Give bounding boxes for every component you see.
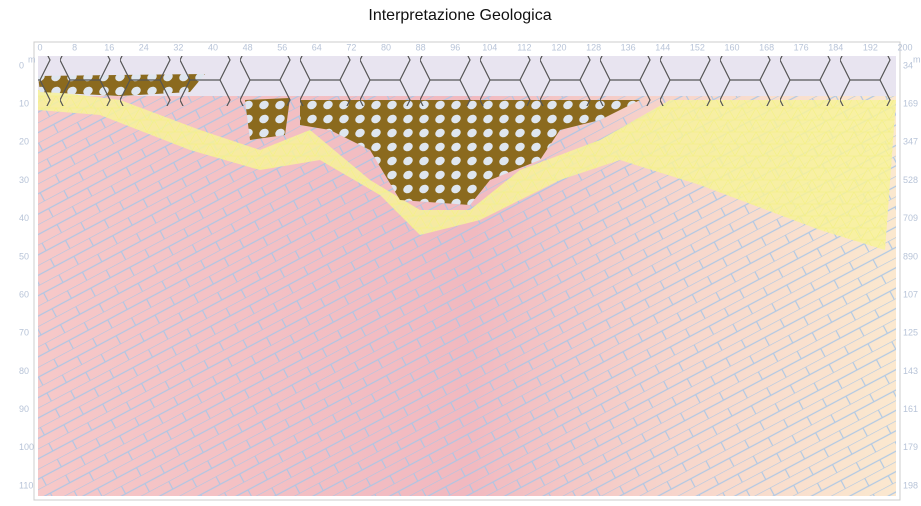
top-axis-label: 72 <box>346 42 356 52</box>
top-axis-label: 176 <box>794 42 809 52</box>
top-axis-label: 0 <box>37 42 42 52</box>
top-axis-label: 128 <box>586 42 601 52</box>
left-axis-label: 100 <box>19 442 34 452</box>
left-axis-label: 110 <box>19 480 33 490</box>
right-axis-label: 890 <box>903 251 918 261</box>
top-axis-label: 112 <box>517 42 531 52</box>
top-axis-label: 24 <box>139 42 149 52</box>
left-axis-label: 70 <box>19 328 29 338</box>
right-axis-label: 34 <box>903 60 913 70</box>
top-axis-label: 48 <box>243 42 253 52</box>
top-axis-label: 8 <box>72 42 77 52</box>
right-axis-label: 179 <box>903 442 918 452</box>
top-axis-label: 200 <box>897 42 912 52</box>
left-axis-label: 60 <box>19 289 29 299</box>
right-axis-label: 169 <box>903 99 918 109</box>
top-axis-label: 120 <box>551 42 566 52</box>
top-axis-label: 40 <box>208 42 218 52</box>
right-axis-label: 709 <box>903 213 918 223</box>
top-axis-label: 136 <box>621 42 636 52</box>
left-axis-unit: m <box>28 54 36 64</box>
top-axis-label: 88 <box>416 42 426 52</box>
surface-cover <box>38 56 896 106</box>
top-axis-label: 96 <box>450 42 460 52</box>
left-axis-label: 10 <box>19 99 29 109</box>
top-axis-label: 160 <box>724 42 739 52</box>
top-axis-label: 144 <box>655 42 670 52</box>
top-axis-label: 56 <box>277 42 287 52</box>
left-axis-label: 50 <box>19 251 29 261</box>
right-axis-unit: m <box>913 54 921 64</box>
right-axis-label: 198 <box>903 480 918 490</box>
top-axis-label: 168 <box>759 42 774 52</box>
right-axis-label: 347 <box>903 137 918 147</box>
top-axis-label: 184 <box>828 42 843 52</box>
top-axis-label: 64 <box>312 42 322 52</box>
top-axis-label: 152 <box>690 42 705 52</box>
right-axis-label: 125 <box>903 328 918 338</box>
left-axis-label: 40 <box>19 213 29 223</box>
top-axis-label: 80 <box>381 42 391 52</box>
left-axis-label: 30 <box>19 175 29 185</box>
left-axis-label: 0 <box>19 60 24 70</box>
right-axis-label: 143 <box>903 366 918 376</box>
gravel-body <box>300 100 640 205</box>
left-axis-label: 80 <box>19 366 29 376</box>
right-axis-label: 107 <box>903 289 918 299</box>
top-axis-label: 16 <box>104 42 114 52</box>
sand-pattern <box>38 90 896 250</box>
gravel-lens <box>245 98 290 140</box>
right-axis-label: 161 <box>903 404 918 414</box>
right-axis-label: 528 <box>903 175 918 185</box>
top-axis-label: 104 <box>482 42 497 52</box>
title: Interpretazione Geologica <box>368 7 551 24</box>
left-axis-label: 90 <box>19 404 29 414</box>
top-axis-label: 192 <box>863 42 878 52</box>
top-axis-label: 32 <box>173 42 183 52</box>
left-axis-label: 20 <box>19 137 29 147</box>
